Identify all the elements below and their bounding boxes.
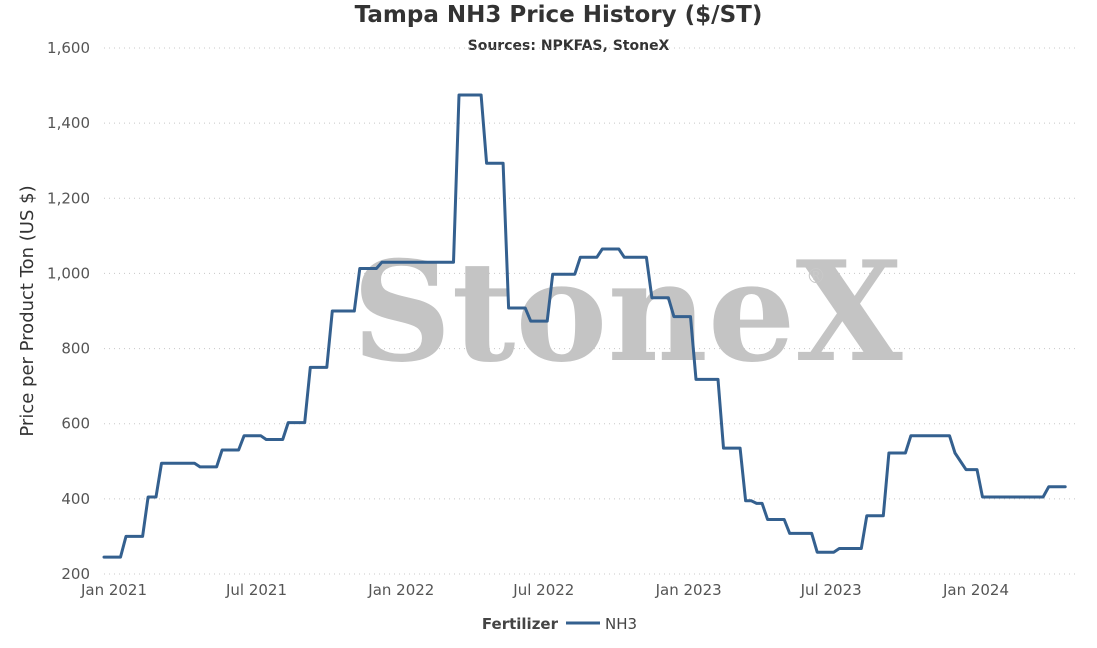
chart-subtitle: Sources: NPKFAS, StoneX: [467, 38, 670, 54]
x-tick-label: Jul 2021: [225, 581, 287, 599]
stonex-watermark: StoneX ®: [352, 230, 903, 393]
watermark-text: StoneX: [352, 230, 903, 393]
y-tick-label: 1,000: [47, 264, 90, 282]
watermark-registered-mark: ®: [806, 264, 826, 288]
chart-title: Tampa NH3 Price History ($/ST): [354, 2, 763, 28]
x-tick-label: Jan 2021: [80, 581, 147, 599]
x-axis-ticks: Jan 2021 Jul 2021 Jan 2022 Jul 2022 Jan 2023…: [80, 581, 1009, 599]
y-axis-ticks: 200 400 600 800 1,000 1,200 1,400 1,600: [47, 39, 90, 583]
y-tick-label: 1,400: [47, 114, 90, 132]
x-tick-label: Jul 2022: [512, 581, 574, 599]
x-tick-label: Jan 2022: [367, 581, 434, 599]
y-tick-label: 200: [61, 565, 90, 583]
y-tick-label: 400: [61, 490, 90, 508]
y-tick-label: 1,200: [47, 189, 90, 207]
y-axis-label: Price per Product Ton (US $): [17, 185, 38, 436]
x-tick-label: Jan 2024: [942, 581, 1009, 599]
series-layer: [102, 93, 1067, 559]
series-line-nh3[interactable]: [102, 93, 1067, 559]
y-tick-label: 800: [61, 340, 90, 358]
legend[interactable]: Fertilizer NH3: [482, 615, 637, 633]
legend-item-nh3[interactable]: NH3: [605, 615, 637, 633]
x-tick-label: Jul 2023: [800, 581, 862, 599]
legend-title: Fertilizer: [482, 615, 559, 633]
x-tick-label: Jan 2023: [655, 581, 722, 599]
y-tick-label: 1,600: [47, 39, 90, 57]
y-tick-label: 600: [61, 415, 90, 433]
